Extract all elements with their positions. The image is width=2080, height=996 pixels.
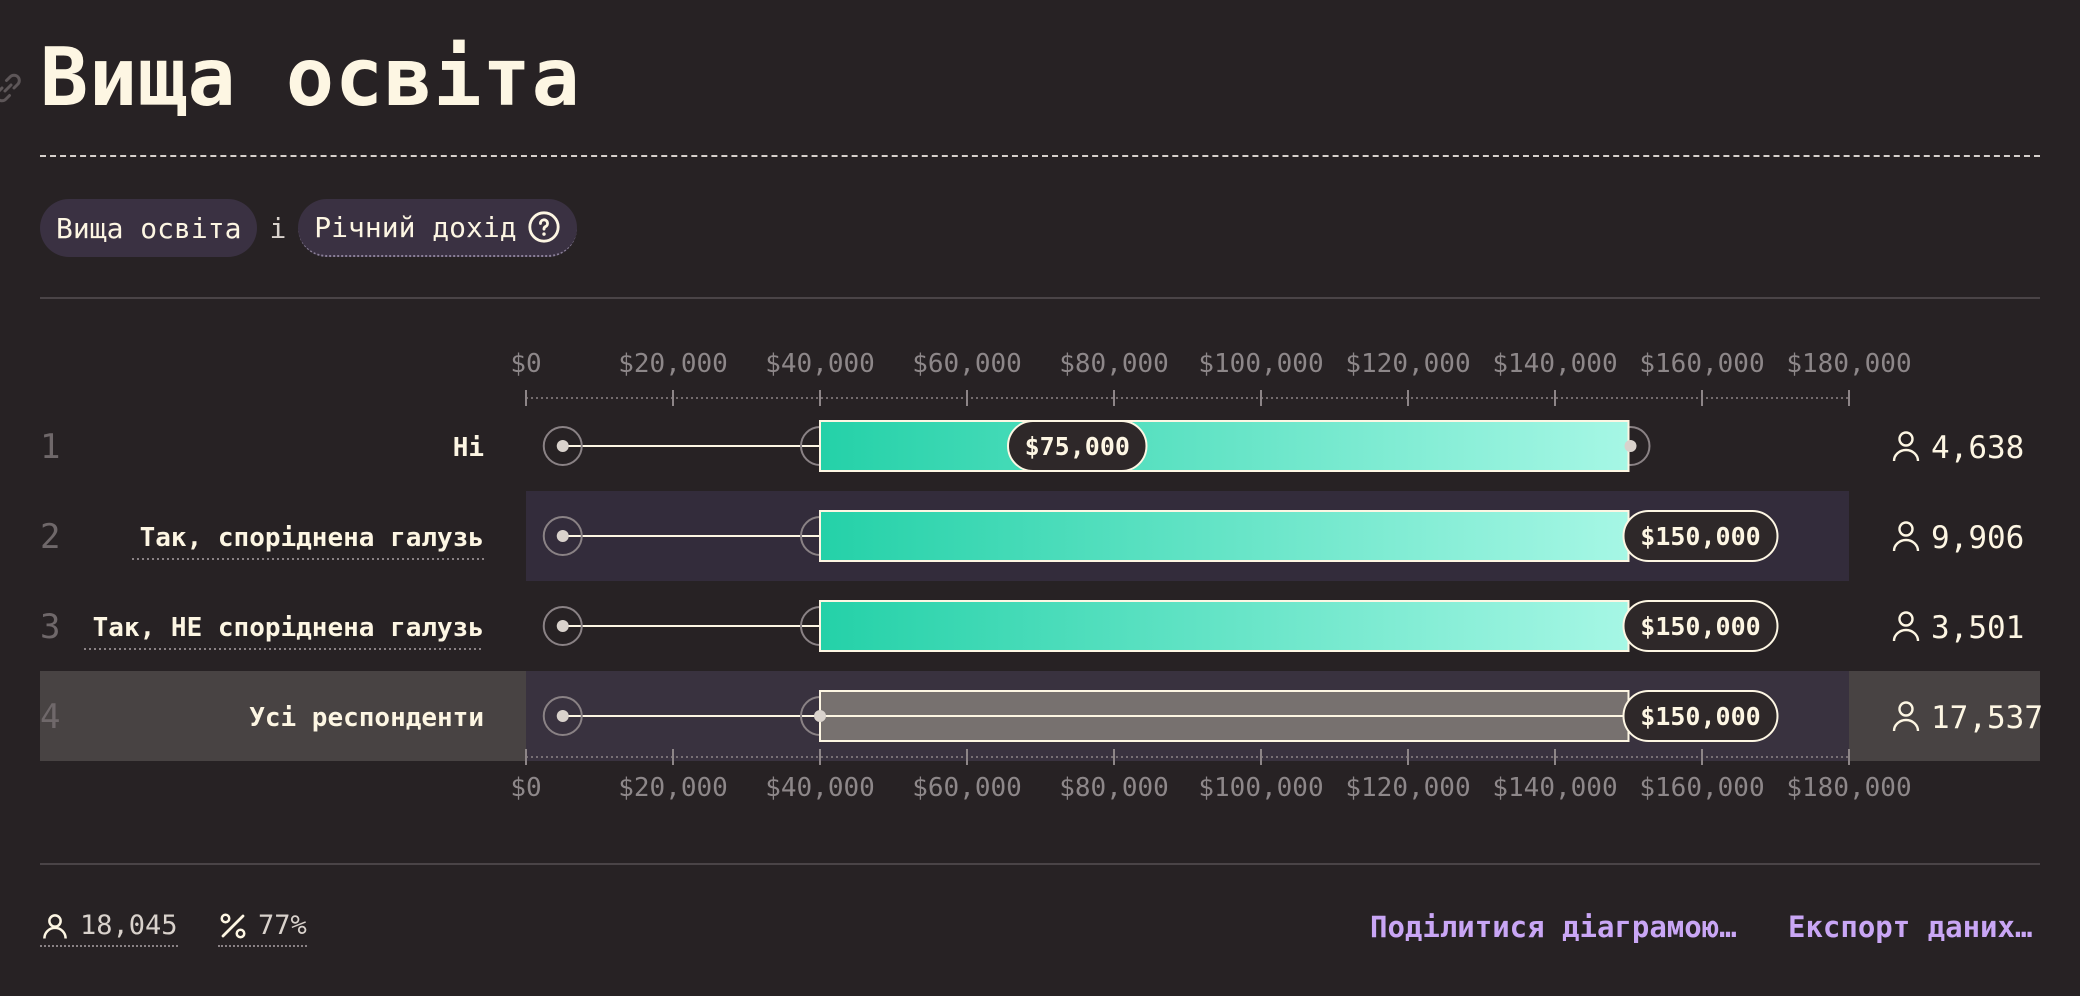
iqr-bar <box>819 600 1630 652</box>
median-label: $150,000 <box>1640 702 1760 731</box>
filter-pill-education[interactable]: Вища освіта <box>40 199 258 257</box>
row-label: Усі респонденти <box>249 703 484 733</box>
row-count: 17,537 <box>1931 700 2043 736</box>
x-tick-label: $100,000 <box>1198 349 1323 379</box>
chart-row[interactable]: 1 Ні $75,000 4,638 <box>40 420 2024 472</box>
x-tick-label: $140,000 <box>1492 773 1617 803</box>
min-marker-dot <box>556 620 569 632</box>
median-label: $150,000 <box>1640 522 1760 551</box>
x-tick-label: $160,000 <box>1639 773 1764 803</box>
row-label: Так, споріднена галузь <box>140 523 484 553</box>
median-pill <box>1007 420 1148 472</box>
person-icon-head <box>1898 521 1914 537</box>
min-marker-ring <box>542 696 583 736</box>
x-tick-label: $40,000 <box>765 773 875 803</box>
title-divider <box>40 155 2040 157</box>
x-tick-label: $60,000 <box>912 773 1022 803</box>
filter-pill-education-label: Вища освіта <box>56 211 242 245</box>
iqr-bar <box>819 420 1630 472</box>
x-tick-label: $120,000 <box>1345 349 1470 379</box>
person-icon <box>1892 611 1920 642</box>
row-rank: 3 <box>40 607 60 647</box>
person-icon-body <box>1892 718 1920 732</box>
person-icon <box>43 913 67 939</box>
row-count: 3,501 <box>1931 610 2024 646</box>
median-label: $75,000 <box>1025 432 1130 461</box>
person-icon-body <box>1892 628 1920 642</box>
x-tick-label: $20,000 <box>618 773 728 803</box>
x-tick-label: $0 <box>510 349 541 379</box>
x-tick-label: $60,000 <box>912 349 1022 379</box>
row-count: 9,906 <box>1931 520 2024 556</box>
x-tick-label: $40,000 <box>765 349 875 379</box>
x-tick-label: $160,000 <box>1639 349 1764 379</box>
filter-divider <box>40 297 2040 299</box>
median-label: $150,000 <box>1640 612 1760 641</box>
share-chart-link[interactable]: Поділитися діаграмою… <box>1370 910 1737 944</box>
person-icon-body <box>1892 538 1920 552</box>
filter-pills: Вища освіта і Річний дохід <box>40 199 577 257</box>
x-tick-label: $80,000 <box>1059 349 1169 379</box>
total-respondents-value: 18,045 <box>80 910 178 941</box>
row-count: 4,638 <box>1931 430 2024 466</box>
percent-icon <box>220 913 246 938</box>
footer-divider <box>40 863 2040 865</box>
page-title: Вища освіта <box>40 31 581 124</box>
help-icon[interactable] <box>527 210 561 244</box>
min-marker-ring <box>542 606 583 646</box>
min-marker-ring <box>542 426 583 466</box>
x-tick-label: $180,000 <box>1786 349 1911 379</box>
person-icon <box>1892 701 1920 732</box>
chart-row[interactable]: 3 Так, НЕ споріднена галузь $150,000 3,501 <box>40 600 2024 652</box>
q1-marker-dot <box>814 710 826 722</box>
response-rate[interactable]: 77% <box>218 910 307 947</box>
total-respondents[interactable]: 18,045 <box>40 910 178 947</box>
row-rank: 4 <box>40 697 60 737</box>
x-tick-label: $180,000 <box>1786 773 1911 803</box>
min-marker-dot <box>556 530 569 542</box>
person-icon <box>1892 521 1920 552</box>
x-tick-label: $80,000 <box>1059 773 1169 803</box>
x-tick-label: $0 <box>510 773 541 803</box>
filter-joiner: і <box>269 211 287 245</box>
income-boxplot-chart: $0 $20,000 $40,000 $60,000 $80,000 $100,000 $1… <box>40 349 2043 803</box>
min-marker-ring <box>542 516 583 556</box>
x-tick-label: $120,000 <box>1345 773 1470 803</box>
row-rank: 1 <box>40 427 60 467</box>
link-icon[interactable] <box>0 70 26 106</box>
min-marker-dot <box>556 710 569 722</box>
max-marker-dot <box>1624 440 1637 452</box>
person-icon-body <box>1892 448 1920 462</box>
row-label: Так, НЕ споріднена галузь <box>93 613 484 643</box>
x-tick-label: $140,000 <box>1492 349 1617 379</box>
filter-pill-income[interactable]: Річний дохід <box>298 199 577 257</box>
x-tick-label: $100,000 <box>1198 773 1323 803</box>
x-tick-label: $20,000 <box>618 349 728 379</box>
row-label: Ні <box>453 433 484 463</box>
median-pill <box>1622 690 1779 742</box>
median-pill <box>1622 600 1779 652</box>
row-rank: 2 <box>40 517 60 557</box>
iqr-bar <box>819 510 1630 562</box>
filter-pill-income-label: Річний дохід <box>314 210 517 244</box>
person-icon-head <box>1898 611 1914 627</box>
response-rate-value: 77% <box>258 910 307 941</box>
chart-row[interactable]: 4 Усі респонденти $150,000 17,537 <box>40 690 2043 742</box>
chart-row[interactable]: 2 Так, споріднена галузь $150,000 9,906 <box>40 510 2024 562</box>
median-pill <box>1622 510 1779 562</box>
min-marker-dot <box>556 440 569 452</box>
export-data-link[interactable]: Експорт даних… <box>1788 910 2033 944</box>
person-icon-head <box>1898 431 1914 447</box>
person-icon-head <box>1898 701 1914 717</box>
person-icon <box>1892 431 1920 462</box>
